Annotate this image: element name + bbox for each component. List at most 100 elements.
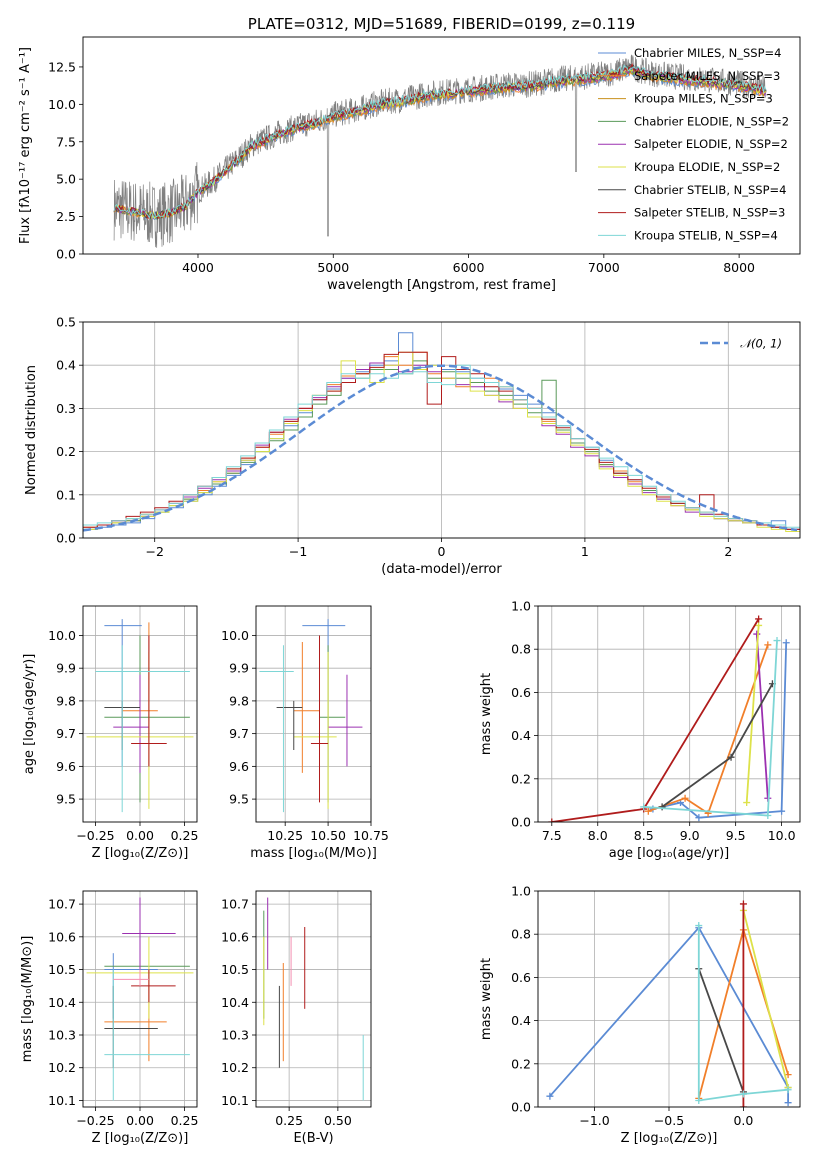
y-tick-label: 10.3 bbox=[221, 1028, 249, 1043]
x-tick-label: 1 bbox=[581, 544, 589, 559]
y-tick-label: 9.5 bbox=[56, 792, 76, 807]
y-tick-label: 7.5 bbox=[56, 134, 76, 149]
weight-point-marker bbox=[743, 799, 751, 807]
x-tick-label: 7000 bbox=[588, 260, 620, 275]
y-tick-label: 0.3 bbox=[56, 401, 76, 416]
weight-point-marker bbox=[755, 621, 763, 629]
x-axis-label: E(B-V) bbox=[293, 1131, 333, 1146]
y-tick-label: 10.1 bbox=[221, 1093, 249, 1108]
legend-entry: 𝒩(0, 1) bbox=[740, 337, 782, 351]
x-tick-label: 8.5 bbox=[634, 828, 654, 843]
weight-point-marker bbox=[548, 818, 556, 822]
y-tick-label: 9.8 bbox=[229, 693, 249, 708]
axes-frame bbox=[255, 890, 372, 1108]
x-tick-label: 5000 bbox=[317, 260, 349, 275]
weight-point-marker bbox=[782, 639, 790, 647]
x-tick-label: 10.0 bbox=[768, 828, 796, 843]
y-axis-label: mass weight bbox=[479, 958, 494, 1040]
x-tick-label: 0.0 bbox=[733, 1113, 753, 1128]
legend-entry: Kroupa MILES, N_SSP=3 bbox=[634, 92, 773, 106]
weight-point-marker bbox=[727, 753, 735, 761]
y-tick-label: 10.6 bbox=[221, 929, 249, 944]
y-tick-label: 10.2 bbox=[221, 1060, 249, 1075]
mass-weight-vs-age-panel: 7.5 8.0 8.5 9.0 9.5 10.0 0.0 0.2 0.4 0.6 0.8 1.0 age… bbox=[479, 599, 801, 861]
x-tick-label: 10.25 bbox=[267, 828, 303, 843]
x-axis-label: mass [log₁₀(M/M⊙)] bbox=[250, 846, 377, 861]
y-tick-label: 0.6 bbox=[511, 970, 531, 985]
y-axis-label: age [log₁₀(age/yr)] bbox=[22, 654, 37, 775]
y-tick-label: 9.5 bbox=[229, 792, 249, 807]
x-tick-label: 10.75 bbox=[353, 828, 389, 843]
y-tick-label: 0.0 bbox=[56, 247, 76, 262]
x-tick-label: 2 bbox=[724, 544, 732, 559]
axes-frame bbox=[82, 36, 801, 255]
x-tick-label: 6000 bbox=[453, 260, 485, 275]
x-tick-label: 7.5 bbox=[542, 828, 562, 843]
x-tick-label: 0.00 bbox=[126, 1113, 154, 1128]
weight-point-marker bbox=[764, 641, 772, 649]
age-vs-metallicity-panel: −0.25 0.00 0.25 9.5 9.6 9.7 9.8 9.9 10.0 Z [log₁₀… bbox=[22, 605, 199, 861]
y-tick-label: 10.0 bbox=[221, 628, 249, 643]
weight-point-marker bbox=[784, 1099, 792, 1107]
weight-point-marker bbox=[695, 922, 703, 930]
mass-weight-vs-metallicity-panel: −1.0 −0.5 0.0 0.0 0.2 0.4 0.6 0.8 1.0 Z [log₁₀(Z/… bbox=[479, 884, 801, 1146]
y-axis-label: Flux [fλ10⁻¹⁷ erg cm⁻² s⁻¹ A⁻¹] bbox=[18, 47, 33, 244]
x-tick-label: −1.0 bbox=[579, 1113, 609, 1128]
weight-point-marker bbox=[546, 1092, 554, 1100]
weight-series-line bbox=[745, 625, 760, 803]
weight-point-marker bbox=[755, 615, 763, 623]
weight-point-marker bbox=[739, 1103, 747, 1107]
weight-series-line bbox=[643, 640, 778, 817]
y-tick-label: 0.1 bbox=[56, 487, 76, 502]
y-tick-label: 0.8 bbox=[511, 642, 531, 657]
x-tick-label: 0.00 bbox=[126, 828, 154, 843]
y-tick-label: 10.6 bbox=[48, 929, 76, 944]
y-tick-label: 0.2 bbox=[56, 444, 76, 459]
axes-frame bbox=[537, 605, 801, 823]
legend-entry: Chabrier STELIB, N_SSP=4 bbox=[634, 183, 786, 197]
weight-point-marker bbox=[764, 812, 772, 820]
y-tick-label: 0.0 bbox=[56, 531, 76, 546]
x-tick-label: 0.50 bbox=[324, 1113, 352, 1128]
x-tick-label: 10.50 bbox=[310, 828, 346, 843]
weight-series-line bbox=[652, 642, 788, 819]
weight-point-marker bbox=[784, 1086, 792, 1094]
age-vs-mass-panel: 10.25 10.50 10.75 9.5 9.6 9.7 9.8 9.9 10.0 mass [… bbox=[221, 605, 389, 861]
y-tick-label: 10.5 bbox=[48, 962, 76, 977]
plot-area bbox=[259, 619, 363, 813]
y-tick-label: 0.2 bbox=[511, 771, 531, 786]
y-tick-label: 9.6 bbox=[56, 759, 76, 774]
normal-reference-curve bbox=[83, 364, 798, 532]
x-tick-label: 8.0 bbox=[588, 828, 608, 843]
y-axis-label: Normed distribution bbox=[24, 365, 39, 495]
x-axis-label: age [log₁₀(age/yr)] bbox=[609, 846, 730, 861]
plot-area bbox=[86, 619, 194, 813]
model-spectrum-line bbox=[113, 64, 767, 220]
legend-entry: Salpeter ELODIE, N_SSP=2 bbox=[634, 137, 788, 151]
y-tick-label: 10.5 bbox=[221, 962, 249, 977]
y-tick-label: 10.0 bbox=[48, 628, 76, 643]
x-tick-label: 0.25 bbox=[275, 1113, 303, 1128]
residual-histogram-panel: −2 −1 0 1 2 0.0 0.1 0.2 0.3 0.4 0.5 (data-model)/er… bbox=[24, 315, 801, 577]
legend-entry: Chabrier MILES, N_SSP=4 bbox=[634, 46, 781, 60]
x-tick-label: 0.25 bbox=[171, 828, 199, 843]
plot-area bbox=[83, 332, 800, 538]
axes-frame bbox=[82, 605, 198, 823]
y-tick-label: 0.0 bbox=[511, 815, 531, 830]
y-tick-label: 0.2 bbox=[511, 1056, 531, 1071]
y-tick-label: 10.1 bbox=[48, 1093, 76, 1108]
y-tick-label: 9.9 bbox=[229, 661, 249, 676]
x-axis-label: Z [log₁₀(Z/Z⊙)] bbox=[92, 846, 189, 861]
legend-entry: Salpeter STELIB, N_SSP=3 bbox=[634, 206, 785, 220]
y-tick-label: 9.7 bbox=[229, 726, 249, 741]
y-tick-label: 10.7 bbox=[221, 897, 249, 912]
x-tick-label: −0.25 bbox=[76, 828, 114, 843]
weight-point-marker bbox=[784, 1071, 792, 1079]
legend-entry: Chabrier ELODIE, N_SSP=2 bbox=[634, 114, 789, 128]
y-tick-label: 10.4 bbox=[221, 995, 249, 1010]
weight-series-line bbox=[697, 968, 745, 1093]
weight-point-marker bbox=[695, 1097, 703, 1105]
weight-point-marker bbox=[681, 794, 689, 802]
x-axis-label: Z [log₁₀(Z/Z⊙)] bbox=[92, 1131, 189, 1146]
plot-area bbox=[546, 900, 792, 1107]
